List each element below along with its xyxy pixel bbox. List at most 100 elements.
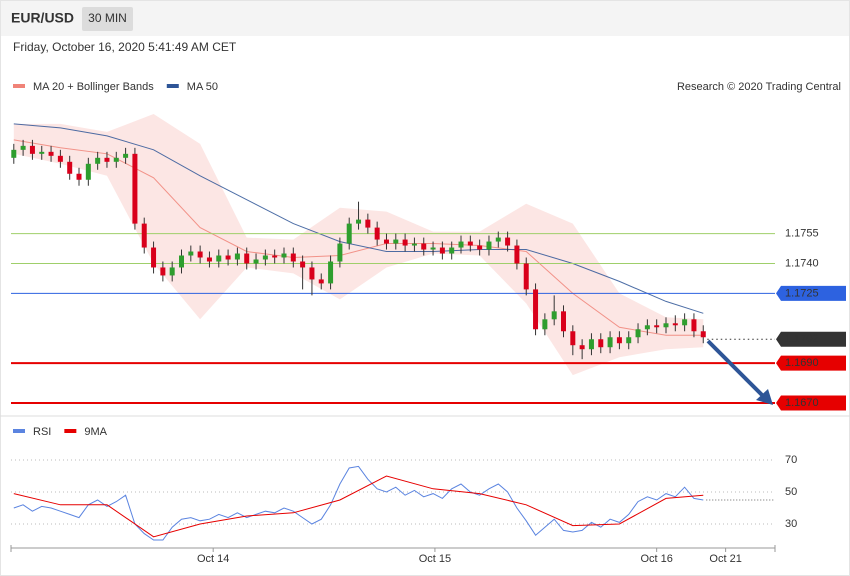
candle-body [439, 247, 445, 254]
candle-body [458, 241, 464, 248]
candle-body [29, 145, 35, 154]
candle-body [672, 323, 678, 326]
candle-body [300, 261, 306, 268]
candle-body [383, 239, 389, 244]
x-tick-label: Oct 16 [640, 553, 672, 565]
candle-body [607, 337, 613, 348]
candle-body [85, 163, 91, 180]
interval-box [82, 7, 133, 31]
candle-body [188, 251, 194, 256]
candle-body [505, 237, 511, 246]
interval: 30 MIN [88, 11, 127, 25]
candle-body [160, 267, 166, 276]
candle-body [337, 243, 343, 262]
candle-body [449, 247, 455, 254]
header-bar [1, 1, 849, 36]
candle-body [486, 241, 492, 250]
candle-body [654, 325, 660, 328]
candle-body [57, 155, 63, 162]
candle-body [272, 255, 278, 258]
credit: Research © 2020 Trading Central [677, 81, 841, 93]
candle-body [225, 255, 231, 260]
candle-body [318, 279, 324, 284]
y-tick-label: 70 [785, 454, 797, 466]
y-tick-label: 50 [785, 486, 797, 498]
forecast-arrow [706, 339, 766, 399]
level-label: 1.1755 [785, 227, 819, 239]
timestamp: Friday, October 16, 2020 5:41:49 AM CET [13, 40, 237, 54]
candle-body [374, 227, 380, 240]
candle-body [281, 253, 287, 258]
legend-swatch [64, 429, 77, 433]
candle-body [309, 267, 315, 280]
candle-body [551, 311, 557, 320]
candle-body [20, 145, 26, 150]
candle-body [411, 243, 417, 246]
candle-body [533, 289, 539, 330]
x-tick-label: Oct 15 [419, 553, 451, 565]
level-label: 1.1670 [785, 397, 819, 409]
candle-body [179, 255, 185, 268]
candle-body [39, 151, 45, 154]
legend-label: MA 50 [187, 81, 218, 93]
candle-body [76, 173, 82, 180]
candle-body [328, 261, 334, 284]
level-label: 1.1690 [785, 357, 819, 369]
ma-line [13, 139, 704, 336]
x-tick-label: Oct 21 [709, 553, 741, 565]
candle-body [141, 223, 147, 248]
bollinger-band [13, 114, 704, 376]
level-label: 1.1725 [785, 287, 819, 299]
candle-body [206, 257, 212, 262]
x-tick-label: Oct 14 [197, 553, 229, 565]
candle-body [430, 247, 436, 250]
candle-body [151, 247, 157, 268]
level-tag [776, 331, 846, 347]
candle-body [11, 149, 17, 158]
candle-body [477, 245, 483, 250]
candle-body [104, 157, 110, 162]
candle-body [598, 339, 604, 348]
candle-body [561, 311, 567, 332]
candle-body [346, 223, 352, 244]
candle-body [421, 243, 427, 250]
candle-body [48, 151, 54, 156]
candle-body [290, 253, 296, 262]
candle-body [132, 153, 138, 224]
candle-body [542, 319, 548, 330]
candle-body [365, 219, 371, 228]
level-tag [776, 355, 846, 371]
ma-line [13, 123, 704, 314]
candle-body [691, 319, 697, 332]
candle-body [635, 329, 641, 338]
level-label: 1.1740 [785, 257, 819, 269]
candle-body [197, 251, 203, 258]
candle-body [588, 339, 594, 350]
candle-body [644, 325, 650, 330]
candle-body [234, 253, 240, 260]
legend-swatch [13, 429, 25, 433]
legend-label: MA 20 + Bollinger Bands [33, 81, 154, 93]
legend-swatch [166, 84, 179, 88]
candle-body [514, 245, 520, 264]
level-tag [776, 395, 846, 411]
candle-body [253, 259, 259, 264]
candle-body [123, 153, 129, 158]
candle-body [523, 263, 529, 290]
candle-body [169, 267, 175, 276]
symbol: EUR/USD [11, 10, 74, 26]
candle-body [579, 345, 585, 350]
candle-body [700, 331, 706, 338]
level-tag [776, 285, 846, 301]
candle-body [95, 157, 101, 164]
candle-body [682, 319, 688, 326]
candle-body [570, 331, 576, 346]
candle-body [244, 253, 250, 264]
candle-body [663, 323, 669, 328]
candle-body [626, 337, 632, 344]
candle-body [495, 237, 501, 242]
legend-label: 9MA [84, 426, 107, 438]
legend-swatch [13, 84, 25, 88]
candle-body [393, 239, 399, 244]
